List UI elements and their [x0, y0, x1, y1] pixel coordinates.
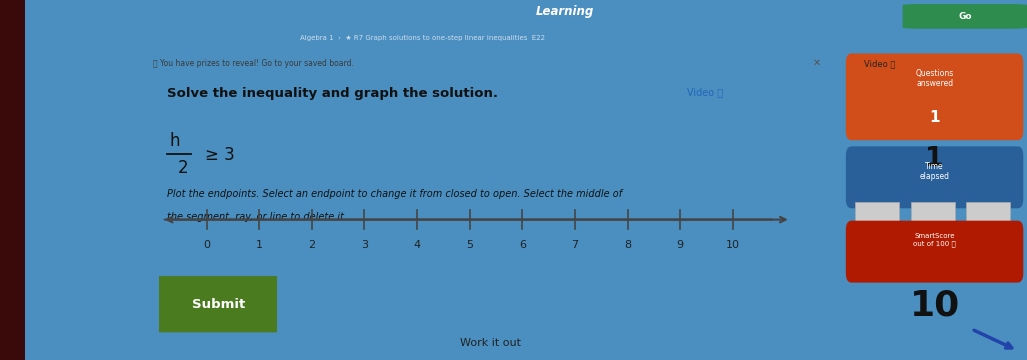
Text: Submit: Submit	[192, 298, 244, 311]
Text: 4: 4	[414, 240, 421, 250]
Text: Learning: Learning	[536, 5, 595, 18]
Text: h: h	[169, 132, 180, 150]
Text: SmartScore
out of 100 ⓘ: SmartScore out of 100 ⓘ	[913, 233, 956, 247]
FancyBboxPatch shape	[903, 4, 1027, 29]
Text: 1: 1	[256, 240, 263, 250]
Text: 5: 5	[466, 240, 473, 250]
FancyBboxPatch shape	[911, 202, 955, 227]
FancyBboxPatch shape	[0, 0, 25, 360]
FancyBboxPatch shape	[855, 202, 900, 227]
Text: the segment, ray, or line to delete it.: the segment, ray, or line to delete it.	[166, 212, 347, 222]
Text: Plot the endpoints. Select an endpoint to change it from closed to open. Select : Plot the endpoints. Select an endpoint t…	[166, 189, 622, 199]
Text: Algebra 1  ›  ★ R7 Graph solutions to one-step linear inequalities  E22: Algebra 1 › ★ R7 Graph solutions to one-…	[301, 35, 545, 41]
Text: Solve the inequality and graph the solution.: Solve the inequality and graph the solut…	[166, 87, 498, 100]
FancyBboxPatch shape	[152, 276, 284, 332]
Text: 💡 You have prizes to reveal! Go to your saved board.: 💡 You have prizes to reveal! Go to your …	[153, 58, 353, 68]
FancyBboxPatch shape	[846, 54, 1023, 140]
Text: Time
elapsed: Time elapsed	[919, 162, 950, 181]
Text: 2: 2	[308, 240, 315, 250]
Text: 7: 7	[571, 240, 578, 250]
Text: 6: 6	[519, 240, 526, 250]
Text: Go: Go	[958, 12, 972, 21]
Text: 1: 1	[929, 110, 940, 125]
Text: ☞: ☞	[183, 302, 200, 321]
Text: 3: 3	[360, 240, 368, 250]
FancyBboxPatch shape	[966, 202, 1011, 227]
Text: Work it out: Work it out	[460, 338, 521, 348]
Text: 0: 0	[203, 240, 211, 250]
FancyBboxPatch shape	[846, 147, 1023, 208]
Text: ≥ 3: ≥ 3	[205, 146, 235, 164]
FancyBboxPatch shape	[846, 221, 1023, 283]
Text: 9: 9	[677, 240, 684, 250]
Text: 2: 2	[178, 159, 188, 177]
Text: 8: 8	[624, 240, 632, 250]
Text: Video ⓘ: Video ⓘ	[865, 60, 896, 69]
Text: 10: 10	[726, 240, 739, 250]
Text: Video ⓘ: Video ⓘ	[687, 87, 723, 97]
Text: Questions
answered: Questions answered	[915, 69, 954, 88]
Text: 10: 10	[910, 289, 959, 323]
Text: ✕: ✕	[813, 58, 821, 68]
Text: 1: 1	[925, 147, 944, 172]
